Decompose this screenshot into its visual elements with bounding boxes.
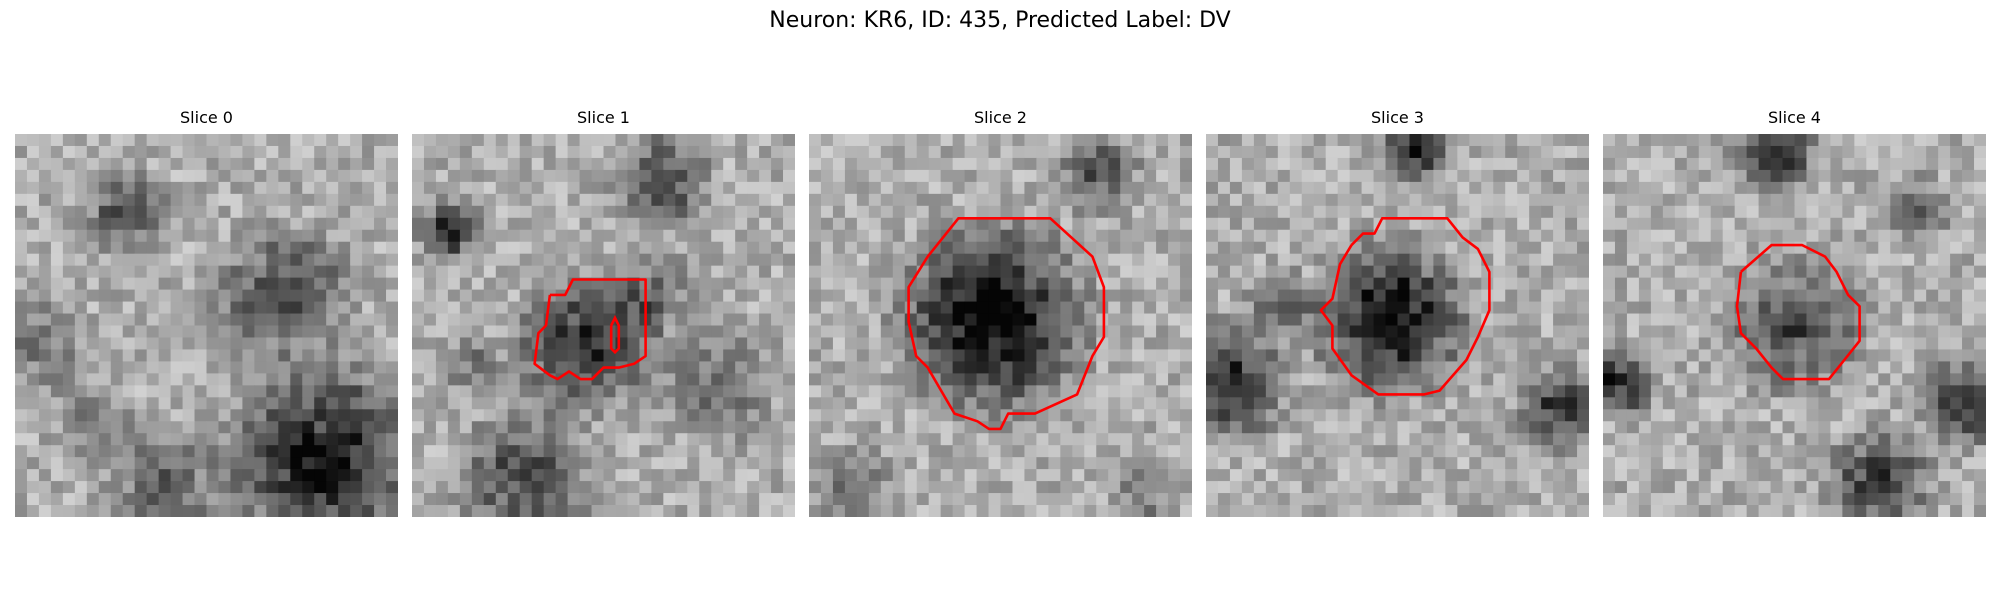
figure-title: Neuron: KR6, ID: 435, Predicted Label: D… (769, 8, 1231, 33)
slice-title: Slice 2 (974, 108, 1027, 127)
roi-contour (1319, 217, 1491, 396)
slice-title: Slice 4 (1768, 108, 1821, 127)
pixel-grid (809, 134, 1192, 517)
slice-image (1206, 134, 1589, 517)
roi-contour (907, 217, 1106, 431)
pixel-grid (15, 134, 398, 517)
roi-contour-inner (609, 314, 621, 355)
slice-image (412, 134, 795, 517)
pixel-grid (412, 134, 795, 517)
roi-contour (1735, 243, 1861, 381)
pixel-grid (1206, 134, 1589, 517)
slice-image (1603, 134, 1986, 517)
pixel-grid (1603, 134, 1986, 517)
slice-image (809, 134, 1192, 517)
roi-contour (533, 278, 647, 381)
slice-title: Slice 1 (577, 108, 630, 127)
slice-title: Slice 0 (180, 108, 233, 127)
slice-title: Slice 3 (1371, 108, 1424, 127)
slice-image (15, 134, 398, 517)
